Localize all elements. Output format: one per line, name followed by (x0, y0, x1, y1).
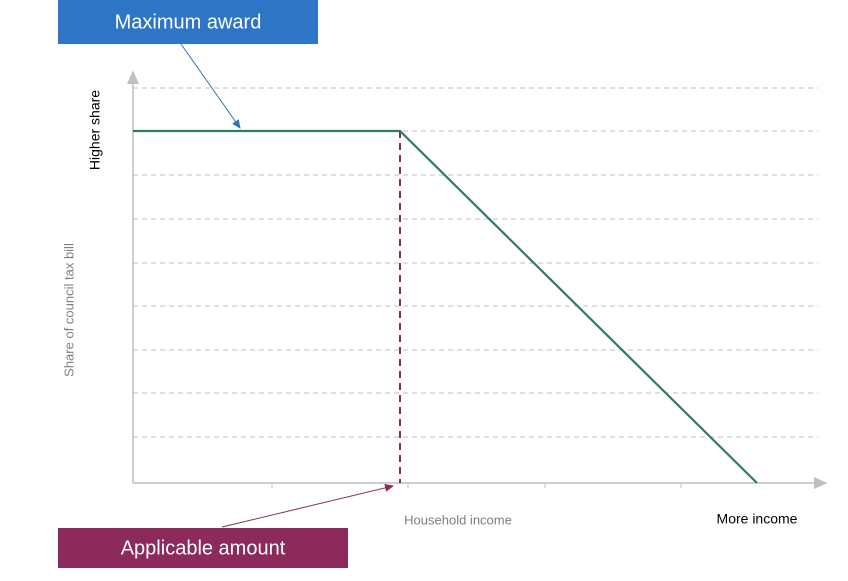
title-pointer (180, 43, 241, 129)
x-end-label: More income (717, 511, 798, 527)
footer-pointer (221, 483, 394, 528)
title: Maximum award (115, 11, 262, 33)
y-top-label: Higher share (87, 90, 103, 170)
footer-label: Applicable amount (121, 537, 286, 559)
award-line (133, 129, 758, 484)
y-label: Share of council tax bill (61, 243, 76, 377)
title-box (58, 0, 318, 44)
footer-box (58, 528, 348, 568)
grid (133, 87, 818, 438)
x-label: Household income (404, 512, 512, 527)
x-ticks (271, 483, 682, 488)
